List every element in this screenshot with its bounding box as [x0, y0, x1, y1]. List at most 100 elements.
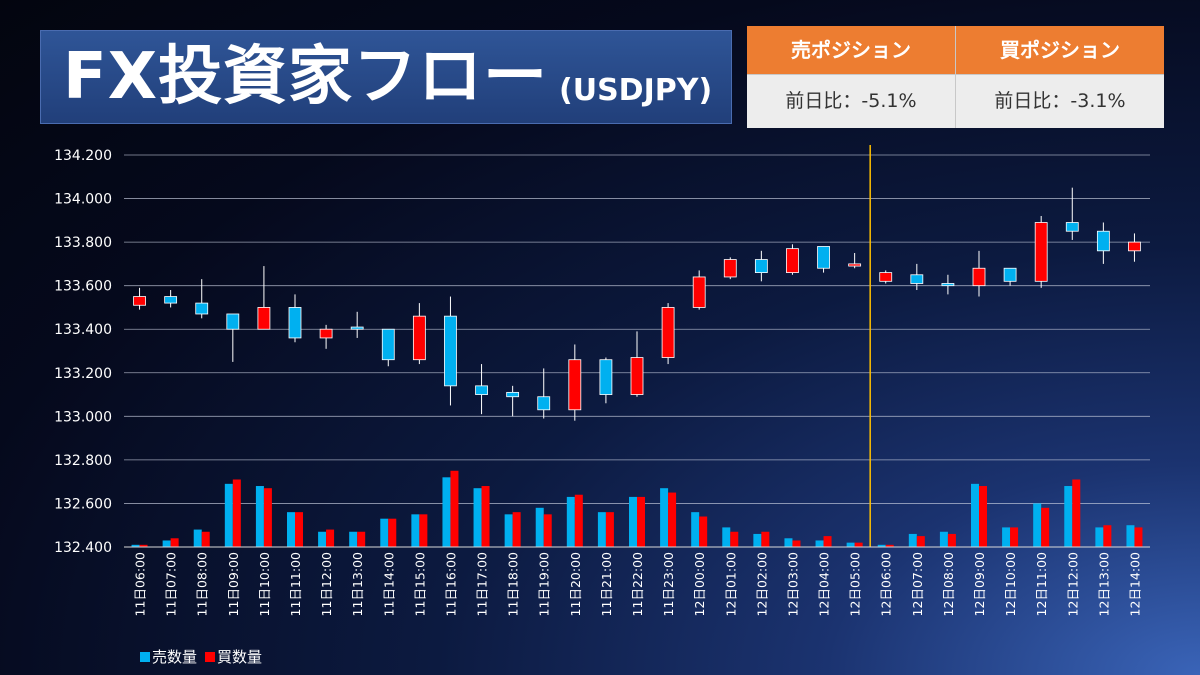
sell-volume-bar: [629, 496, 637, 547]
candle-body: [817, 246, 830, 269]
buy-volume-bar: [543, 514, 552, 547]
x-tick-label: 11日10:00: [257, 552, 272, 616]
sell-volume-bar: [753, 533, 762, 547]
sell-volume-bar: [660, 488, 669, 547]
sell-volume-bar: [971, 483, 979, 547]
x-tick-label: 11日06:00: [133, 552, 148, 616]
buy-volume-bar: [574, 494, 583, 547]
x-tick-label: 12日01:00: [723, 552, 738, 616]
sell-volume-bar: [318, 531, 327, 547]
sell-volume-bar: [131, 544, 140, 547]
candle-body: [692, 276, 706, 308]
sell-volume-bar: [908, 533, 917, 547]
sell-volume-bar: [566, 496, 575, 547]
buy-volume-bar: [512, 512, 521, 547]
buy-volume-bar: [792, 540, 801, 547]
y-tick-label: 133.200: [54, 366, 112, 382]
buy-volume-bar: [232, 479, 241, 547]
candle-body: [133, 296, 146, 306]
buy-volume-bar: [854, 542, 863, 547]
x-tick-label: 12日00:00: [692, 552, 707, 616]
candle-body: [257, 307, 271, 330]
buy-volume-bar: [637, 496, 645, 547]
candle-body: [1034, 222, 1048, 282]
candle-body: [506, 391, 520, 398]
x-tick-label: 11日16:00: [443, 552, 458, 616]
sell-volume-bar: [1033, 503, 1042, 547]
sell-volume-bar: [877, 544, 886, 547]
x-tick-label: 12日06:00: [879, 552, 894, 616]
sell-volume-bar: [846, 542, 855, 547]
sell-volume-bar: [255, 486, 264, 547]
sell-volume-bar: [442, 477, 451, 547]
buy-volume-bar: [605, 512, 614, 547]
x-tick-label: 11日09:00: [226, 552, 241, 616]
y-tick-label: 134.000: [54, 192, 112, 208]
candle-body: [381, 328, 395, 361]
x-tick-label: 11日07:00: [164, 552, 179, 616]
sell-volume-bar: [722, 527, 731, 547]
buy-volume-bar: [450, 470, 459, 547]
x-tick-label: 12日05:00: [848, 552, 863, 616]
legend-sell-label: 売数量: [152, 648, 198, 666]
x-tick-label: 11日20:00: [568, 552, 583, 616]
sell-volume-bar: [1064, 486, 1073, 547]
y-tick-label: 132.400: [54, 540, 112, 556]
x-tick-label: 12日08:00: [941, 552, 956, 616]
sell-position-change: 前日比：-5.1%: [747, 74, 955, 128]
x-tick-label: 11日18:00: [506, 552, 521, 616]
buy-volume-bar: [481, 486, 490, 547]
x-tick-label: 11日23:00: [661, 552, 676, 616]
sell-position-header: 売ポジション: [747, 26, 955, 74]
buy-volume-bar: [916, 536, 925, 547]
legend-sell: 売数量: [140, 646, 197, 667]
buy-volume-bar: [885, 544, 894, 547]
sell-position-column: 売ポジション 前日比：-5.1%: [747, 26, 955, 128]
currency-pair: (USDJPY): [559, 73, 713, 108]
buy-volume-bar: [1010, 527, 1019, 547]
candle-body: [226, 313, 240, 330]
x-tick-label: 12日12:00: [1065, 552, 1080, 616]
sell-volume-bar: [287, 512, 295, 547]
buy-volume-bar: [388, 518, 397, 547]
buy-volume-bar: [1041, 507, 1050, 547]
y-tick-label: 132.600: [54, 496, 112, 512]
buy-volume-bar: [139, 544, 148, 547]
candle-body: [630, 357, 644, 395]
sell-volume-bar: [380, 518, 389, 547]
buy-volume-bar: [419, 514, 428, 547]
candle-body: [941, 283, 955, 287]
x-tick-label: 12日04:00: [817, 552, 832, 616]
y-tick-label: 134.200: [54, 148, 112, 164]
buy-volume-bar: [1103, 525, 1112, 547]
x-tick-label: 11日11:00: [288, 552, 303, 616]
candle-body: [350, 326, 364, 330]
sell-volume-bar: [473, 488, 482, 547]
sell-volume-bar: [504, 514, 513, 547]
candle-body: [972, 267, 986, 287]
x-tick-label: 11日21:00: [599, 552, 614, 616]
candle-body: [1065, 222, 1079, 232]
x-tick-label: 12日02:00: [754, 552, 769, 616]
x-tick-label: 11日15:00: [412, 552, 427, 616]
buy-position-column: 買ポジション 前日比：-3.1%: [956, 26, 1164, 128]
x-tick-label: 12日07:00: [910, 552, 925, 616]
x-tick-label: 12日13:00: [1096, 552, 1111, 616]
title-banner: FX投資家フロー (USDJPY): [40, 30, 732, 124]
y-tick-label: 133.600: [54, 279, 112, 295]
candle-body: [475, 385, 488, 395]
x-tick-label: 12日14:00: [1127, 552, 1142, 616]
candle-body: [723, 259, 737, 278]
y-tick-label: 132.800: [54, 453, 112, 469]
sell-volume-bar: [597, 512, 606, 547]
y-tick-label: 133.000: [54, 409, 112, 425]
candle-body: [1128, 241, 1141, 252]
x-tick-label: 11日13:00: [350, 552, 365, 616]
candle-body: [848, 263, 862, 267]
x-tick-label: 12日11:00: [1034, 552, 1049, 616]
buy-volume-bar: [357, 531, 366, 547]
buy-volume-bar: [170, 538, 179, 547]
candle-body: [1096, 230, 1110, 252]
x-tick-label: 11日12:00: [319, 552, 334, 616]
candle-body: [319, 328, 333, 339]
